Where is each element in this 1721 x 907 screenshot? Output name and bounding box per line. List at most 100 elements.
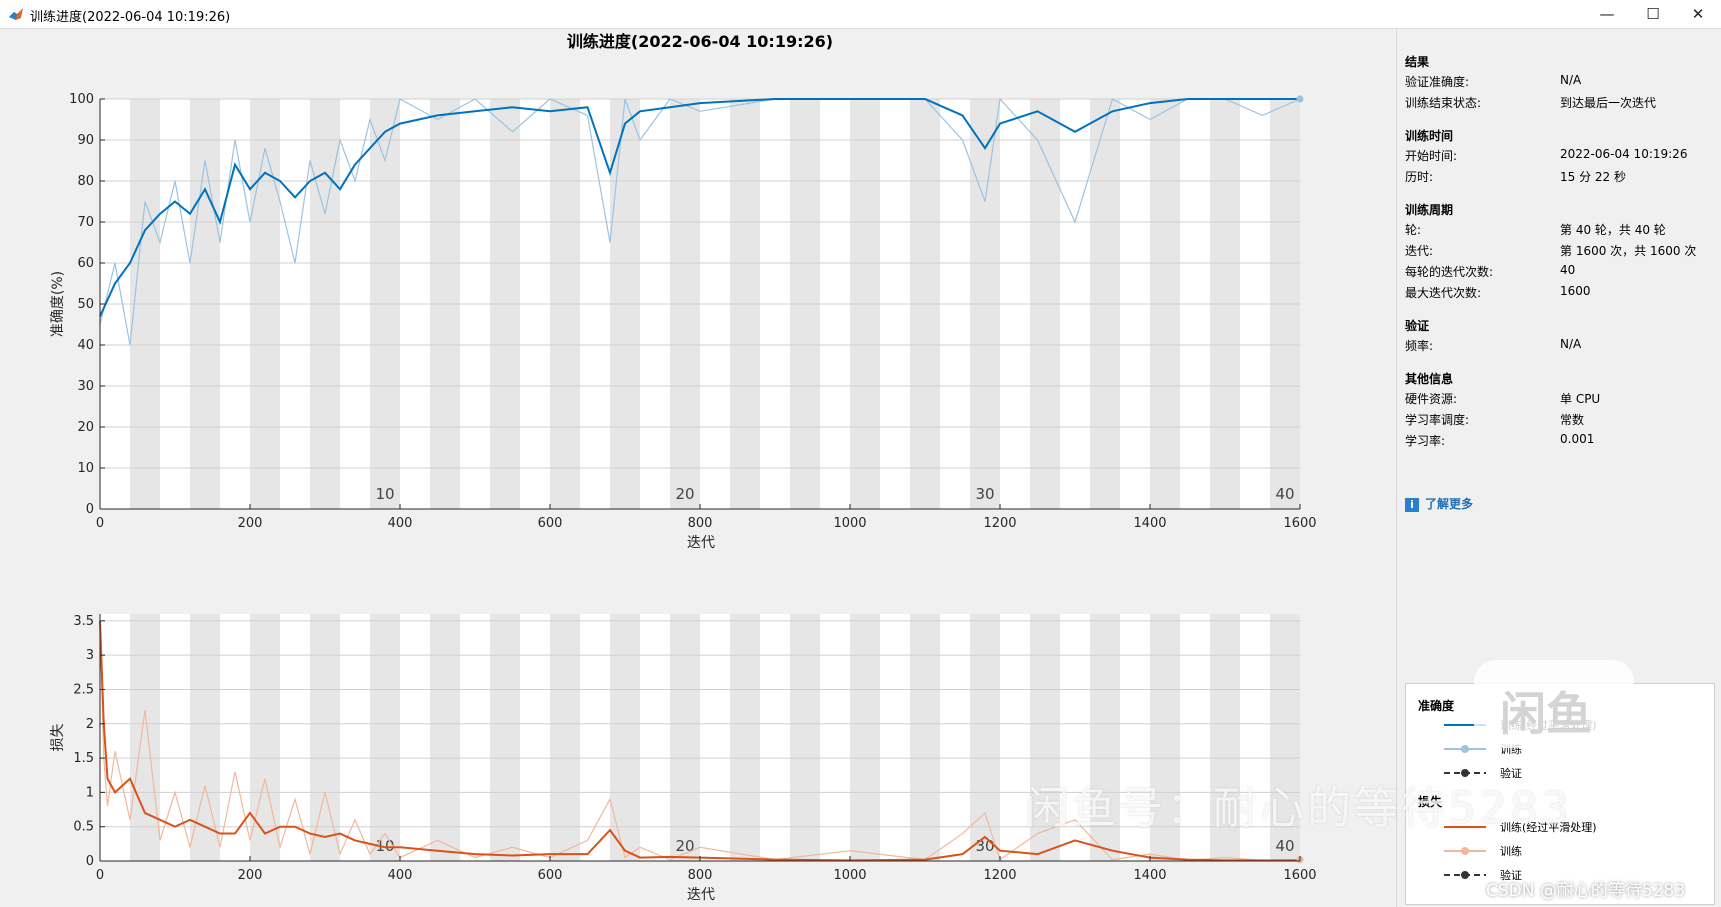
info-panel: 结果 验证准确度: N/A 训练结束状态: 到达最后一次迭代 训练时间 开始时间: 2022-… [1396, 29, 1721, 907]
epoch-band [370, 614, 400, 861]
info-label: 历时: [1405, 170, 1434, 184]
y-tick-label: 70 [77, 215, 94, 230]
series-line [99, 98, 1300, 317]
y-tick-label: 0 [86, 854, 94, 869]
epoch-band [490, 614, 520, 861]
epoch-band [430, 614, 460, 861]
info-value: 第 40 轮，共 40 轮 [1560, 223, 1666, 237]
section-title: 其他信息 [1405, 372, 1454, 386]
legend-loss-title: 损失 [1418, 794, 1443, 809]
info-label: 学习率: [1405, 434, 1446, 448]
minimize-button[interactable]: — [1599, 5, 1615, 23]
x-tick-label: 1000 [833, 868, 866, 883]
csdn-watermark: CSDN @耐心的等待5283 [1486, 881, 1686, 901]
x-tick-label: 1200 [983, 516, 1016, 531]
legend-loss-val-marker [1461, 871, 1469, 879]
epoch-label: 40 [1275, 837, 1294, 855]
epoch-label: 30 [975, 837, 994, 855]
plot-area: 训练进度(2022-06-04 10:19:26) 10 20 30 40 0 200 40… [0, 29, 1395, 907]
y-tick-label: 20 [77, 420, 94, 435]
training-progress-plots: 训练进度(2022-06-04 10:19:26) 10 20 30 400 200 40… [50, 32, 1317, 903]
epoch-band [130, 614, 160, 861]
info-label: 训练结束状态: [1405, 96, 1482, 110]
epoch-band [850, 614, 880, 861]
info-value: 0.001 [1560, 432, 1595, 446]
x-tick-label: 1600 [1283, 516, 1316, 531]
learn-more-link[interactable]: i 了解更多 [1405, 495, 1473, 512]
info-label: 学习率调度: [1405, 413, 1470, 427]
epoch-band [670, 614, 700, 861]
section-title: 验证 [1405, 319, 1430, 333]
legend-loss-smoothed-label: 训练(经过平滑处理) [1500, 820, 1597, 834]
legend-accuracy-title: 准确度 [1418, 698, 1455, 713]
x-axis-label: 迭代 [687, 535, 715, 551]
x-tick-label: 200 [238, 516, 263, 531]
section-title: 训练时间 [1405, 129, 1454, 143]
window-titlebar: 训练进度(2022-06-04 10:19:26) — ☐ ✕ [0, 0, 1721, 29]
section-title: 训练周期 [1405, 203, 1454, 217]
matlab-app-icon [9, 8, 23, 20]
x-tick-label: 0 [96, 516, 104, 531]
epoch-band [190, 614, 220, 861]
info-value: N/A [1560, 337, 1582, 351]
epoch-band [790, 614, 820, 861]
x-tick-label: 400 [388, 516, 413, 531]
epoch-band [730, 614, 760, 861]
xianyu-watermark-text: 闲鱼号：耐心的等待5283 [1025, 783, 1572, 834]
y-tick-label: 90 [77, 133, 94, 148]
x-tick-label: 800 [688, 516, 713, 531]
info-value: 到达最后一次迭代 [1560, 96, 1657, 110]
y-axis-label: 准确度(%) [50, 271, 66, 337]
section-title: 结果 [1405, 55, 1430, 69]
y-tick-label: 1.5 [73, 751, 94, 766]
learn-more-label: 了解更多 [1425, 497, 1474, 511]
info-icon: i [1405, 498, 1419, 512]
x-tick-label: 800 [688, 868, 713, 883]
x-tick-label: 600 [538, 868, 563, 883]
info-value: 第 1600 次，共 1600 次 [1560, 244, 1697, 258]
legend-loss-train-label: 训练 [1500, 844, 1522, 858]
x-tick-label: 1400 [1133, 516, 1166, 531]
epoch-band [970, 614, 1000, 861]
info-label: 硬件资源: [1405, 392, 1458, 406]
epoch-band [610, 614, 640, 861]
window-title: 训练进度(2022-06-04 10:19:26) [30, 10, 231, 25]
info-label: 每轮的迭代次数: [1405, 265, 1494, 279]
legend-acc-val-marker [1461, 769, 1469, 777]
info-value: 2022-06-04 10:19:26 [1560, 147, 1688, 161]
epoch-band [550, 614, 580, 861]
legend-acc-val-label: 验证 [1500, 766, 1522, 780]
y-tick-label: 50 [77, 297, 94, 312]
legend-loss-train-marker [1461, 847, 1469, 855]
epoch-label: 30 [975, 485, 994, 503]
y-tick-label: 1 [86, 785, 94, 800]
y-axis-label: 损失 [50, 724, 66, 752]
x-tick-label: 0 [96, 868, 104, 883]
info-label: 开始时间: [1405, 149, 1458, 163]
info-label: 迭代: [1405, 244, 1434, 258]
close-button[interactable]: ✕ [1691, 5, 1705, 23]
series-line [99, 97, 1301, 346]
info-value: 15 分 22 秒 [1560, 170, 1626, 184]
epoch-label: 20 [675, 485, 694, 503]
x-axis-label: 迭代 [687, 887, 715, 903]
y-tick-label: 60 [77, 256, 94, 271]
info-value: 常数 [1560, 413, 1585, 427]
info-value: N/A [1560, 73, 1582, 87]
epoch-label: 20 [675, 837, 694, 855]
y-tick-label: 3 [86, 648, 94, 663]
info-label: 轮: [1405, 223, 1422, 237]
y-tick-label: 40 [77, 338, 94, 353]
figure-title: 训练进度(2022-06-04 10:19:26) [567, 32, 833, 51]
epoch-band [310, 614, 340, 861]
y-tick-label: 30 [77, 379, 94, 394]
info-label: 频率: [1405, 339, 1434, 353]
legend-acc-train-marker [1461, 745, 1469, 753]
info-value: 40 [1560, 263, 1576, 277]
y-tick-label: 0 [86, 502, 94, 517]
y-tick-label: 2.5 [73, 682, 94, 697]
y-tick-label: 10 [77, 461, 94, 476]
legend-loss-val-label: 验证 [1500, 868, 1522, 882]
info-value: 单 CPU [1560, 392, 1601, 406]
maximize-button[interactable]: ☐ [1646, 5, 1660, 23]
